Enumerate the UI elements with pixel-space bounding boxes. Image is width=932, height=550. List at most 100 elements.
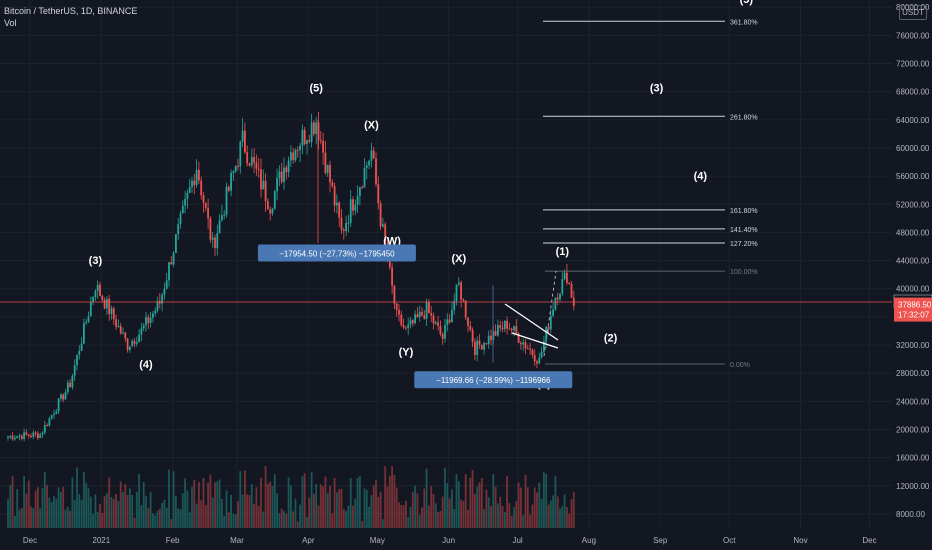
candle-body — [384, 224, 387, 244]
candle-body — [382, 224, 384, 227]
candle-body — [253, 156, 255, 163]
candle-body — [490, 335, 492, 340]
volume-bar — [253, 503, 255, 528]
currency-button[interactable]: USDT — [899, 5, 927, 20]
volume-bar — [379, 491, 382, 528]
volume-bar — [372, 485, 375, 528]
candle-body — [200, 180, 203, 196]
volume-bar — [322, 486, 324, 528]
wave-labels: (3)(4)(5)(X)(W)(Y)(X)(Z)(1)(2)(3)(4)(5) — [89, 0, 754, 390]
volume-bar — [460, 499, 462, 528]
x-tick-label: Sep — [653, 536, 668, 545]
candle-body — [170, 262, 173, 265]
candle-body — [106, 298, 108, 309]
volume-bar — [568, 513, 571, 528]
volume-bar — [89, 496, 92, 528]
volume-bar — [122, 492, 124, 528]
volume-bar — [269, 481, 272, 528]
volume-bar — [423, 488, 426, 528]
candle-body — [446, 319, 449, 325]
candle-body — [464, 300, 467, 318]
wave-label: (4) — [694, 171, 708, 183]
volume-bar — [147, 508, 150, 528]
volume-bar — [421, 507, 423, 528]
candle-body — [108, 298, 111, 314]
x-tick-label: Oct — [723, 536, 736, 545]
volume-bar — [202, 477, 205, 528]
x-tick-label: Jul — [512, 536, 522, 545]
candle-body — [503, 320, 506, 329]
candle-body — [395, 303, 398, 310]
candle-body — [329, 164, 331, 183]
volume-bar — [244, 470, 246, 528]
volume-bar — [18, 509, 21, 528]
volume-bar — [319, 484, 322, 528]
volume-bar — [365, 490, 368, 528]
volume-bar — [165, 507, 168, 528]
volume-bar — [71, 477, 74, 528]
volume-bar — [221, 498, 223, 528]
volume-bar — [536, 492, 538, 528]
candle-body — [78, 350, 81, 355]
candle-body — [559, 293, 561, 300]
candle-body — [391, 267, 393, 286]
candle-body — [154, 310, 157, 314]
candle-body — [37, 433, 39, 438]
volume-bar — [50, 501, 53, 528]
volume-bar — [175, 496, 177, 528]
candle-body — [471, 330, 474, 343]
volume-bar — [27, 480, 30, 528]
wave-label: (Y) — [399, 347, 414, 359]
volume-bar — [388, 475, 391, 528]
volume-bar — [451, 489, 453, 528]
volume-bars — [7, 466, 575, 528]
x-tick-label: Dec — [862, 536, 876, 545]
price-axis[interactable]: 8000.00 12000.00 16000.00 20000.00 24000.00 2… — [896, 3, 930, 519]
candle-body — [271, 208, 274, 214]
volume-bar — [338, 489, 341, 528]
candle-body — [398, 309, 400, 315]
candle-body — [365, 165, 368, 168]
candle-body — [232, 171, 235, 173]
volume-bar — [508, 503, 511, 528]
candle-body — [476, 340, 479, 355]
volume-bar — [60, 491, 62, 528]
candle-body — [425, 302, 428, 319]
y-tick-label: 68000.00 — [896, 88, 930, 97]
candle-body — [80, 343, 83, 351]
volume-bar — [103, 495, 106, 528]
candle-body — [41, 432, 44, 435]
volume-bar — [230, 494, 232, 528]
wave-label: (5) — [740, 0, 754, 6]
candle-body — [234, 166, 237, 172]
volume-bar — [386, 486, 389, 528]
volume-bar — [23, 475, 25, 528]
candle-body — [336, 202, 338, 206]
candle-body — [359, 187, 361, 197]
candle-body — [554, 297, 557, 310]
volume-bar — [37, 487, 39, 528]
candle-body — [225, 186, 228, 215]
volume-bar — [57, 487, 60, 528]
candle-body — [285, 167, 288, 173]
candle-body — [345, 222, 347, 231]
volume-bar — [216, 481, 219, 528]
candle-body — [444, 324, 446, 339]
volume-bar — [46, 485, 48, 528]
candle-body — [87, 316, 90, 322]
y-tick-label: 40000.00 — [896, 285, 930, 294]
candle-body — [11, 435, 14, 440]
candle-body — [533, 354, 536, 362]
y-tick-label: 28000.00 — [896, 369, 930, 378]
candle-body — [92, 296, 94, 303]
fib-label: 100.00% — [730, 269, 758, 276]
candle-body — [89, 302, 92, 317]
volume-bar — [207, 482, 209, 528]
candle-body — [317, 122, 320, 141]
y-tick-label: 52000.00 — [896, 200, 930, 209]
volume-bar — [464, 473, 467, 528]
time-axis[interactable]: Dec 2021 Feb Mar Apr May Jun Jul Aug Sep Oct Nov Dec — [23, 536, 877, 545]
volume-bar — [480, 478, 483, 528]
